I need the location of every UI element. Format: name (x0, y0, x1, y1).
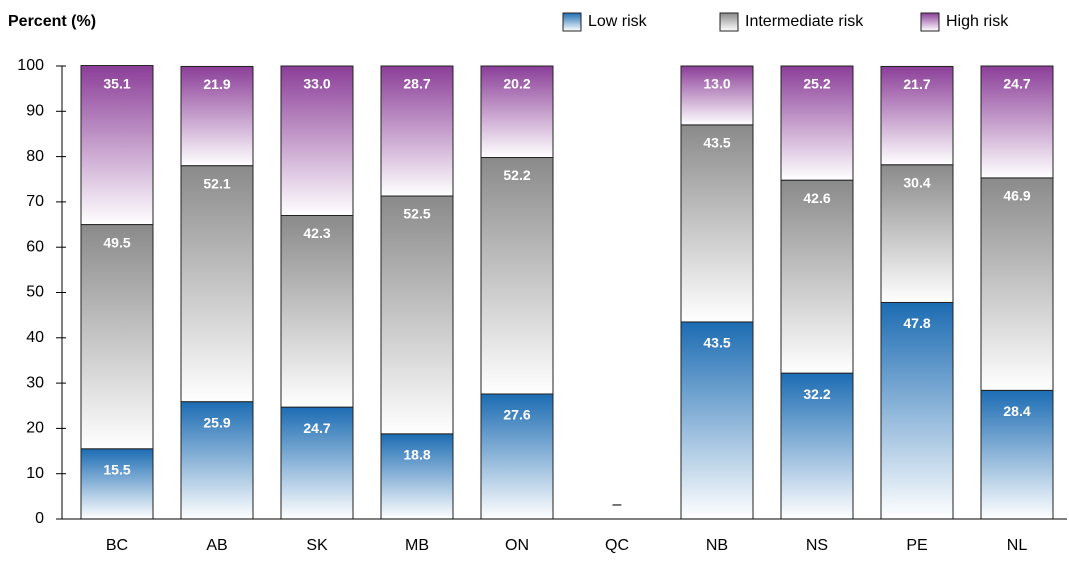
y-tick-label: 80 (26, 148, 44, 165)
bar-segment (380, 195, 454, 435)
bar-segment (80, 65, 154, 226)
bar-segment (380, 65, 454, 197)
x-tick-label: MB (405, 537, 429, 554)
bar-segment (980, 389, 1054, 520)
value-label: 21.7 (903, 76, 930, 92)
value-label: 28.7 (403, 76, 430, 92)
y-tick-label: 0 (35, 510, 44, 527)
y-tick-label: 60 (26, 238, 44, 255)
x-tick-label: ON (505, 537, 529, 554)
bar-segment (980, 65, 1054, 179)
value-label: 42.3 (303, 225, 330, 241)
bar-segment (80, 224, 154, 450)
bar-segment (280, 65, 354, 216)
y-tick-label: 90 (26, 103, 44, 120)
value-label: 42.6 (803, 190, 830, 206)
x-tick-label: NL (1007, 537, 1028, 554)
bar-segment (980, 177, 1054, 391)
bar-segment (880, 164, 954, 303)
y-tick-label: 40 (26, 329, 44, 346)
x-tick-label: NS (806, 537, 828, 554)
bar-segment (180, 401, 254, 520)
value-label: 28.4 (1003, 403, 1030, 419)
y-tick-label: 50 (26, 284, 44, 301)
y-axis-title: Percent (%) (8, 13, 96, 30)
value-label: 20.2 (503, 76, 530, 92)
legend-label: High risk (946, 13, 1009, 30)
x-tick-label: AB (206, 537, 227, 554)
bar-segment (680, 321, 754, 520)
value-label: 18.8 (403, 447, 430, 463)
bar-segment (780, 372, 854, 520)
bar-segment (780, 179, 854, 374)
bar-segment (480, 157, 554, 395)
value-label: 33.0 (303, 76, 330, 92)
value-label: 52.2 (503, 167, 530, 183)
bar-segment (180, 65, 254, 167)
bar-segment (480, 65, 554, 159)
y-tick-label: 70 (26, 193, 44, 210)
y-tick-label: 100 (17, 57, 44, 74)
value-label: 52.1 (203, 175, 230, 191)
legend-swatch (920, 12, 940, 32)
value-label: 25.2 (803, 76, 830, 92)
bar-segment (780, 65, 854, 181)
bar-segment (280, 214, 354, 408)
bar-segment (880, 65, 954, 166)
bar-segment (480, 393, 554, 520)
bar-segment (880, 301, 954, 520)
value-label: 25.9 (203, 414, 230, 430)
value-label: 43.5 (703, 335, 730, 351)
bar-segment (680, 65, 754, 126)
legend-label: Intermediate risk (745, 13, 864, 30)
y-tick-label: 20 (26, 420, 44, 437)
value-label: 47.8 (903, 315, 930, 331)
value-label: 43.5 (703, 135, 730, 151)
bar-segment (280, 406, 354, 520)
value-label: 35.1 (103, 75, 130, 91)
x-tick-label: BC (106, 537, 128, 554)
value-label: 32.2 (803, 386, 830, 402)
bar-segment (80, 448, 154, 520)
value-label: 30.4 (903, 174, 930, 190)
bar-segment (680, 124, 754, 323)
value-label: 52.5 (403, 206, 430, 222)
value-label: 27.6 (503, 407, 530, 423)
value-label: 46.9 (1003, 188, 1030, 204)
legend-label: Low risk (588, 13, 648, 30)
value-label: 15.5 (103, 461, 130, 477)
value-label: 21.9 (203, 76, 230, 92)
x-tick-label: QC (605, 537, 629, 554)
y-tick-label: 10 (26, 465, 44, 482)
x-tick-label: NB (706, 537, 728, 554)
y-tick-label: 30 (26, 374, 44, 391)
value-label: – (613, 496, 622, 513)
legend-swatch (719, 12, 739, 32)
value-label: 49.5 (103, 234, 130, 250)
bar-segment (180, 165, 254, 403)
value-label: 24.7 (303, 420, 330, 436)
value-label: 13.0 (703, 76, 730, 92)
x-tick-label: PE (906, 537, 927, 554)
value-label: 24.7 (1003, 76, 1030, 92)
x-tick-label: SK (306, 537, 328, 554)
legend-swatch (562, 12, 582, 32)
